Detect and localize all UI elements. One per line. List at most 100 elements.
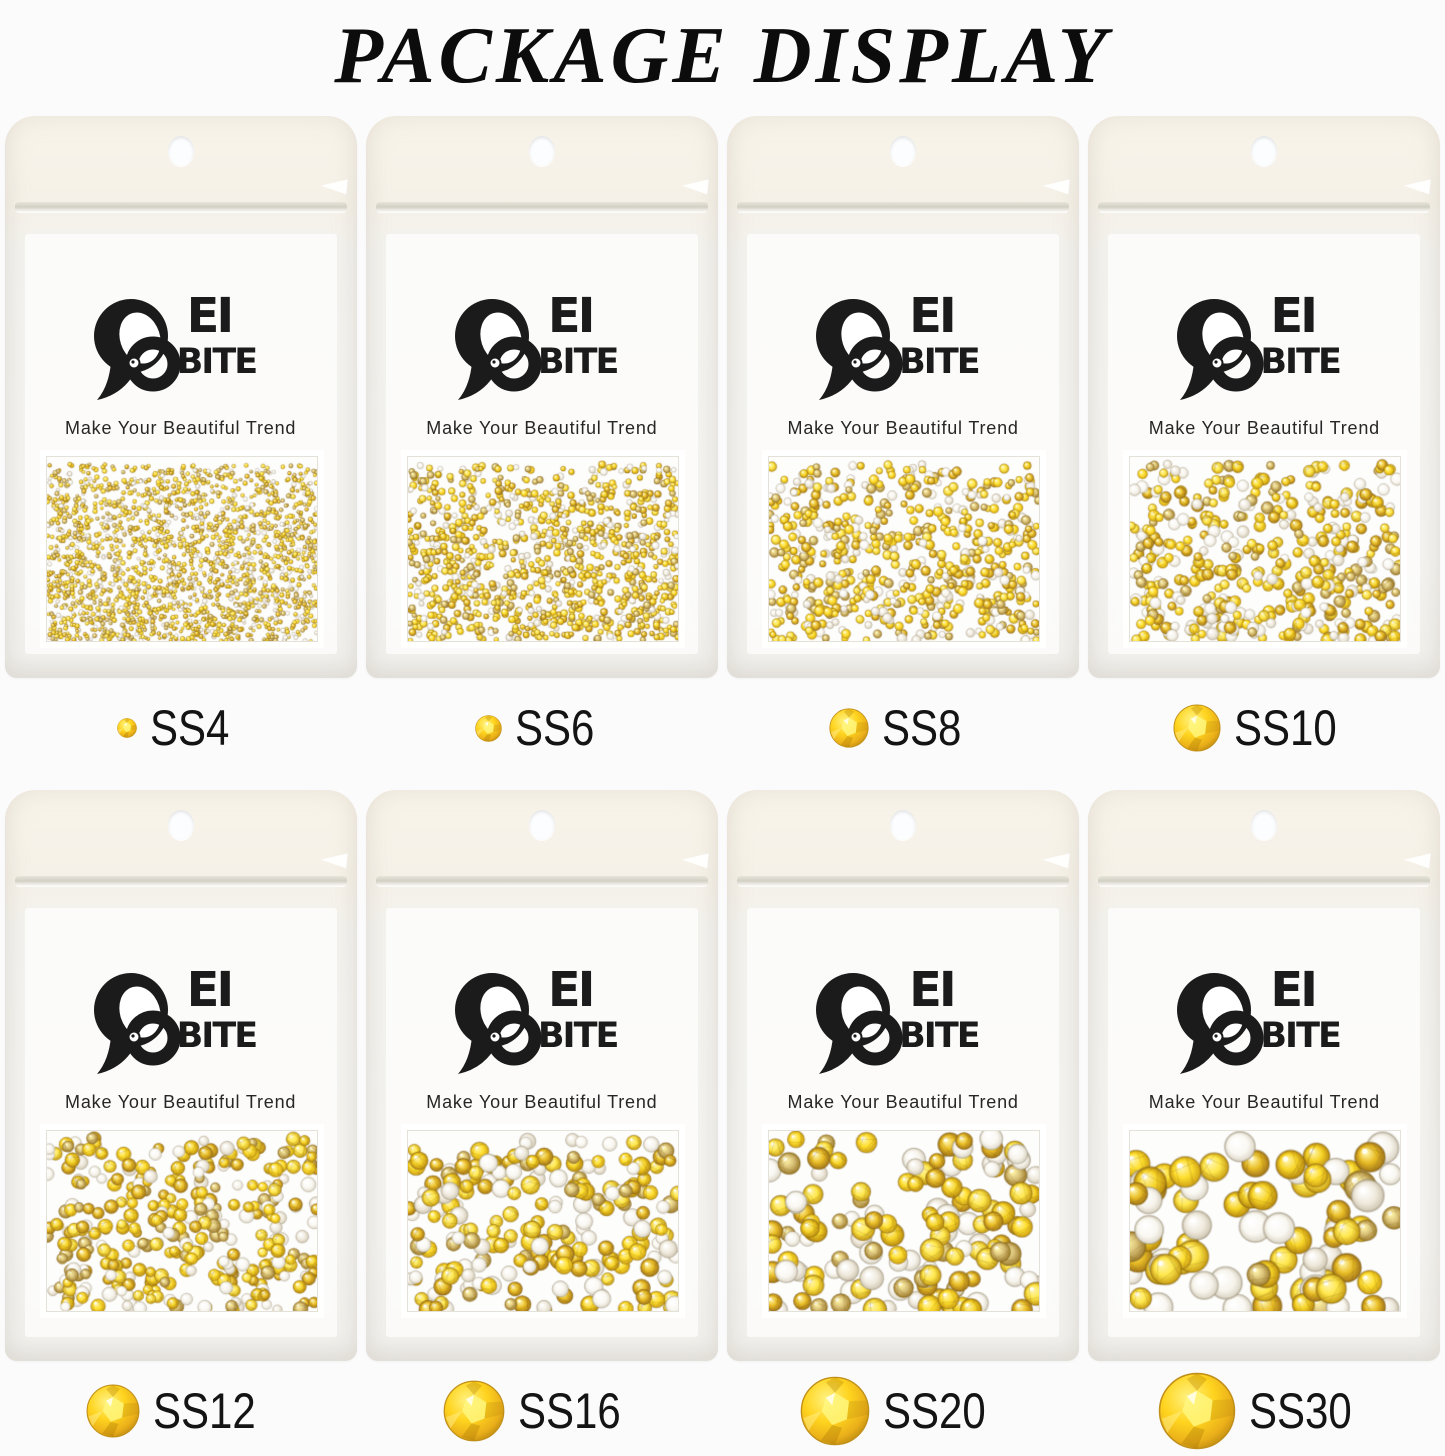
package-bag: EI BITE Make Your Beautiful Trend	[4, 116, 357, 678]
size-label-row: SS30	[1158, 1367, 1371, 1455]
rhinestone-icon	[117, 718, 137, 738]
hang-hole	[890, 136, 917, 166]
zipper-seal	[14, 202, 347, 213]
peacock-logo-icon	[454, 973, 542, 1074]
gem-svg	[801, 1376, 870, 1446]
rhinestone-window	[768, 1130, 1041, 1312]
brand-name-line2: BITE	[176, 342, 258, 382]
rhinestone-window	[406, 456, 679, 642]
peacock-logo-icon	[93, 973, 181, 1074]
peacock-logo-icon	[1177, 299, 1264, 400]
brand-name-line2: BITE	[899, 342, 980, 382]
rhinestone-window	[1129, 456, 1402, 642]
package-bag: EI BITE Make Your Beautiful Trend	[1088, 116, 1441, 678]
peacock-logo-icon	[93, 299, 181, 400]
peacock-logo-icon	[816, 973, 903, 1074]
package-bag: EI BITE Make Your Beautiful Trend	[1088, 790, 1441, 1361]
rhinestone-canvas	[769, 1131, 1040, 1311]
gem-svg	[86, 1384, 140, 1438]
gem-svg	[474, 714, 502, 742]
tear-notch	[319, 850, 348, 869]
brand-tagline: Make Your Beautiful Trend	[65, 1092, 297, 1112]
package-cell: EI BITE Make Your Beautiful Trend SS4	[0, 116, 361, 772]
package-cell: EI BITE Make Your Beautiful Trend SS20	[723, 790, 1084, 1455]
package-row-2: EI BITE Make Your Beautiful Trend SS12	[0, 790, 1445, 1455]
package-bag: EI BITE Make Your Beautiful Trend	[727, 116, 1080, 678]
size-label-row: SS16	[443, 1367, 640, 1455]
brand-name-line1: EI	[909, 288, 957, 344]
brand-tagline: Make Your Beautiful Trend	[65, 418, 297, 438]
hang-hole	[1251, 136, 1278, 166]
hang-hole	[890, 810, 917, 840]
gem-svg	[117, 718, 137, 738]
zipper-seal	[14, 876, 347, 887]
rhinestone-canvas	[1130, 1131, 1401, 1311]
rhinestone-window	[768, 456, 1041, 642]
brand-logo: EI BITE	[1172, 962, 1356, 1080]
rhinestone-canvas	[46, 1131, 317, 1311]
page-title: PACKAGE DISPLAY	[334, 11, 1111, 100]
rhinestone-canvas	[1130, 457, 1401, 641]
brand-name-line2: BITE	[176, 1016, 258, 1056]
package-cell: EI BITE Make Your Beautiful Trend SS6	[361, 116, 722, 772]
size-label: SS20	[883, 1383, 987, 1439]
size-label: SS16	[518, 1383, 621, 1439]
rhinestone-window	[1129, 1130, 1402, 1312]
package-cell: EI BITE Make Your Beautiful Trend SS10	[1084, 116, 1445, 772]
brand-logo: EI BITE	[811, 962, 995, 1080]
size-label: SS8	[882, 700, 962, 756]
tear-notch	[681, 850, 709, 869]
size-label-row: SS12	[86, 1367, 275, 1455]
package-cell: EI BITE Make Your Beautiful Trend SS8	[723, 116, 1084, 772]
tear-notch	[1042, 176, 1070, 195]
package-row-1: EI BITE Make Your Beautiful Trend SS4	[0, 116, 1445, 772]
brand-name-line1: EI	[547, 962, 596, 1018]
brand-tagline: Make Your Beautiful Trend	[1148, 1092, 1380, 1112]
brand-tagline: Make Your Beautiful Trend	[426, 1092, 658, 1112]
gem-svg	[443, 1380, 505, 1442]
package-cell: EI BITE Make Your Beautiful Trend SS12	[0, 790, 361, 1455]
size-label-row: SS20	[800, 1367, 1005, 1455]
brand-logo: EI BITE	[811, 288, 995, 406]
zipper-seal	[1098, 876, 1431, 887]
hang-hole	[528, 136, 555, 166]
brand-tagline: Make Your Beautiful Trend	[787, 418, 1019, 438]
rhinestone-canvas	[407, 1131, 678, 1311]
brand-logo: EI BITE	[89, 962, 273, 1080]
brand-logo: EI BITE	[450, 288, 634, 406]
brand-name-line1: EI	[547, 288, 596, 344]
peacock-logo-icon	[816, 299, 903, 400]
peacock-logo-icon	[454, 299, 542, 400]
size-label: SS4	[149, 700, 230, 756]
brand-name-line1: EI	[1270, 962, 1318, 1018]
rhinestone-window	[45, 1130, 318, 1312]
brand-tagline: Make Your Beautiful Trend	[426, 418, 658, 438]
brand-name-line2: BITE	[537, 1016, 619, 1056]
gem-svg	[1173, 704, 1221, 752]
hang-hole	[528, 810, 555, 840]
brand-logo: EI BITE	[450, 962, 634, 1080]
size-label: SS10	[1233, 700, 1337, 756]
tear-notch	[319, 176, 348, 195]
brand-tagline: Make Your Beautiful Trend	[787, 1092, 1019, 1112]
brand-name-line1: EI	[1270, 288, 1318, 344]
rhinestone-window	[45, 456, 318, 642]
tear-notch	[1403, 176, 1432, 195]
size-label-row: SS10	[1173, 684, 1356, 772]
size-label-row: SS4	[117, 684, 245, 772]
size-label-row: SS6	[474, 684, 610, 772]
zipper-seal	[737, 202, 1070, 213]
size-label-row: SS8	[829, 684, 977, 772]
rhinestone-icon	[800, 1376, 870, 1446]
brand-logo: EI BITE	[89, 288, 273, 406]
size-label: SS30	[1248, 1383, 1352, 1439]
rhinestone-icon	[1173, 704, 1221, 752]
rhinestone-canvas	[46, 457, 317, 641]
gem-svg	[1158, 1372, 1235, 1450]
zipper-seal	[375, 202, 708, 213]
size-label: SS12	[152, 1383, 256, 1439]
size-label: SS6	[514, 700, 595, 756]
zipper-seal	[1098, 202, 1431, 213]
rhinestone-icon	[1158, 1372, 1236, 1450]
zipper-seal	[375, 876, 708, 887]
